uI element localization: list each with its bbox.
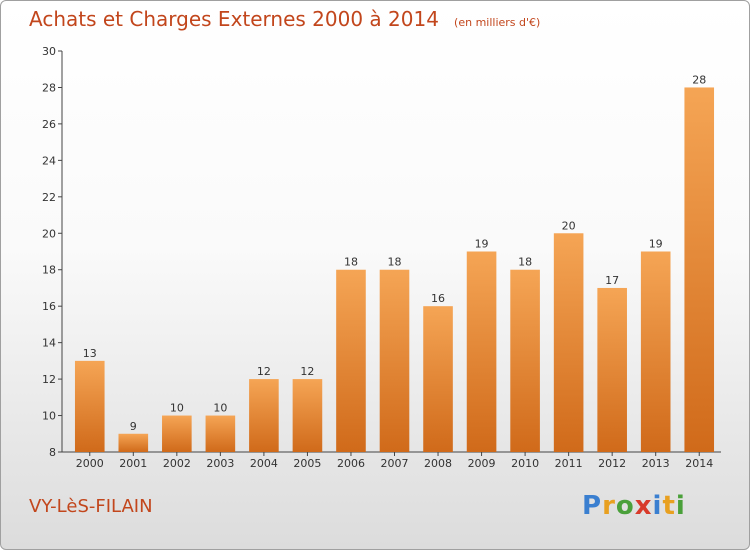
x-tick-label: 2005	[293, 457, 321, 470]
bar-value-label: 28	[692, 73, 706, 86]
logo-letter: r	[602, 491, 616, 521]
chart-subtitle: (en milliers d'€)	[454, 16, 541, 29]
y-tick-label: 30	[42, 45, 56, 58]
bar	[466, 251, 497, 452]
bar	[640, 251, 671, 452]
y-tick-label: 20	[42, 227, 56, 240]
x-tick-label: 2011	[555, 457, 583, 470]
x-tick-label: 2003	[206, 457, 234, 470]
bar	[162, 415, 192, 452]
bar	[205, 415, 236, 452]
proxiti-logo: Proxiti	[582, 491, 686, 521]
logo-letter: t	[662, 491, 676, 521]
chart-bars: 13 9 10 10 12 12 18 18 16 19 18 20 17 19 28	[74, 73, 715, 453]
chart-axes: 8 10 12 14 16 18 20 22 24 26 28 30 2000 2001 2002 2003 2…	[42, 45, 721, 470]
bar-value-label: 18	[518, 256, 532, 269]
x-tick-label: 2012	[598, 457, 626, 470]
bar-value-label: 18	[388, 256, 402, 269]
x-tick-label: 2010	[511, 457, 539, 470]
logo-letter: i	[675, 491, 686, 521]
bar	[510, 269, 540, 452]
x-tick-label: 2007	[381, 457, 409, 470]
bar-value-label: 16	[431, 292, 445, 305]
bar	[336, 269, 366, 452]
bar-value-label: 19	[649, 238, 663, 251]
y-tick-label: 12	[42, 373, 56, 386]
bar-value-label: 9	[130, 420, 137, 433]
y-tick-label: 26	[42, 118, 56, 131]
x-tick-label: 2000	[76, 457, 104, 470]
bar-value-label: 10	[213, 402, 227, 415]
x-tick-label: 2013	[642, 457, 670, 470]
x-tick-label: 2006	[337, 457, 365, 470]
bar-value-label: 17	[605, 274, 619, 287]
chart-title: Achats et Charges Externes 2000 à 2014	[29, 7, 439, 31]
bar-value-label: 10	[170, 402, 184, 415]
x-tick-label: 2009	[468, 457, 496, 470]
y-tick-label: 10	[42, 410, 56, 423]
bar-value-label: 18	[344, 256, 358, 269]
bar	[597, 287, 627, 452]
x-tick-label: 2008	[424, 457, 452, 470]
y-tick-label: 16	[42, 300, 56, 313]
bar	[249, 379, 279, 452]
y-tick-label: 18	[42, 264, 56, 277]
y-tick-label: 24	[42, 154, 56, 167]
x-tick-label: 2002	[163, 457, 191, 470]
bar	[74, 360, 105, 452]
bar	[379, 269, 410, 452]
bar-value-label: 19	[475, 238, 489, 251]
y-tick-label: 8	[49, 446, 56, 459]
y-tick-label: 22	[42, 191, 56, 204]
logo-letter: i	[652, 491, 663, 521]
bar-value-label: 12	[257, 365, 271, 378]
y-tick-label: 14	[42, 337, 56, 350]
x-tick-label: 2014	[685, 457, 713, 470]
y-tick-label: 28	[42, 81, 56, 94]
x-tick-label: 2001	[119, 457, 147, 470]
bar-value-label: 12	[300, 365, 314, 378]
bar-value-label: 20	[562, 219, 576, 232]
logo-letter: x	[634, 491, 653, 521]
town-name: VY-LèS-FILAIN	[29, 496, 153, 517]
bar-value-label: 13	[83, 347, 97, 360]
chart-title-block: Achats et Charges Externes 2000 à 2014 (…	[29, 7, 540, 31]
bar	[292, 379, 323, 452]
bar	[684, 87, 715, 453]
bar	[553, 233, 584, 452]
bar	[423, 306, 453, 452]
bar	[118, 433, 149, 452]
logo-letter: o	[615, 491, 635, 521]
logo-letter: P	[582, 491, 603, 521]
x-tick-label: 2004	[250, 457, 278, 470]
